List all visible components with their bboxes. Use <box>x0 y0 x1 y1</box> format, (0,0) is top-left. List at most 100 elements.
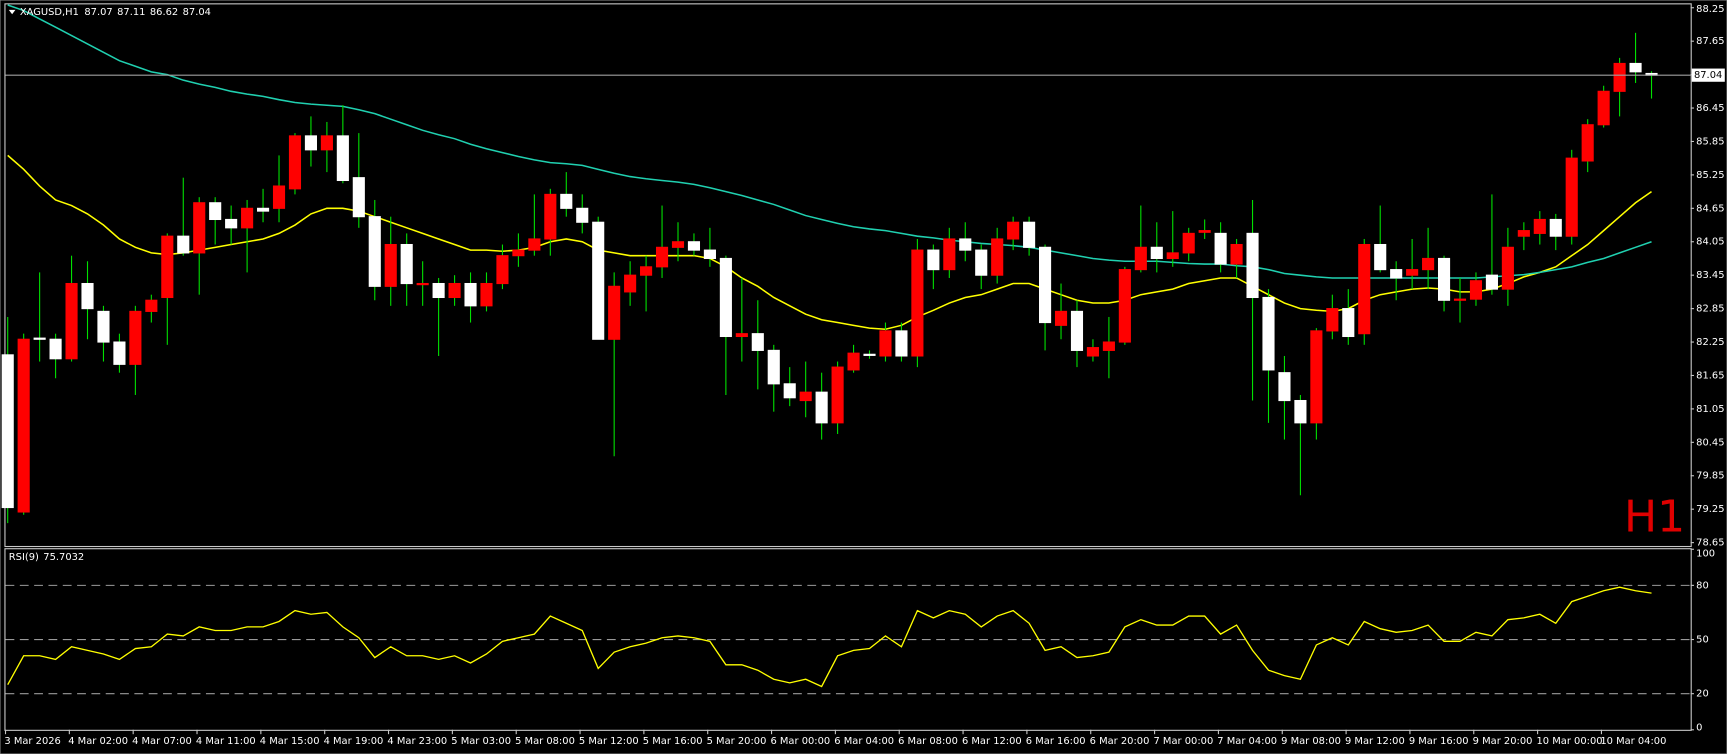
candle-body <box>1342 308 1355 338</box>
candle-body <box>225 218 238 229</box>
current-price-label: 87.04 <box>1694 70 1722 81</box>
header-open: 87.07 <box>84 7 112 18</box>
y-tick-label: 50 <box>1696 635 1709 646</box>
candle-body <box>799 391 812 402</box>
candle-body <box>1469 280 1483 300</box>
candle-body <box>608 285 621 340</box>
candle-body <box>352 177 365 218</box>
moving-average <box>7 154 1652 331</box>
x-tick-label: 4 Mar 19:00 <box>324 736 384 747</box>
candle-body <box>1613 62 1626 92</box>
candle-body <box>1086 347 1100 357</box>
x-tick-label: 6 Mar 20:00 <box>1090 736 1150 747</box>
candle-body <box>1437 257 1451 301</box>
candle-body <box>49 338 62 360</box>
y-tick-label: 81.65 <box>1696 370 1724 381</box>
candle-body <box>1023 221 1036 248</box>
candle-body <box>145 299 158 312</box>
candle-body <box>496 255 509 285</box>
collapse-arrow[interactable] <box>8 9 16 15</box>
x-tick-label: 7 Mar 04:00 <box>1217 736 1277 747</box>
candle-body <box>1198 230 1211 233</box>
candle-body <box>193 202 206 254</box>
candle-body <box>879 330 892 357</box>
timeframe-watermark: H1 <box>1624 492 1685 543</box>
candle-body <box>1070 310 1084 351</box>
candle-body <box>927 249 940 271</box>
current-price-box <box>1691 68 1725 82</box>
candle-body <box>1230 243 1243 265</box>
candle-body <box>1629 62 1642 73</box>
candle-body <box>640 266 653 276</box>
candle-body <box>480 282 493 307</box>
candle-body <box>1118 269 1131 343</box>
x-tick-label: 6 Mar 12:00 <box>962 736 1022 747</box>
y-tick-label: 85.25 <box>1696 170 1724 181</box>
candle-body <box>1150 246 1163 260</box>
x-tick-label: 5 Mar 16:00 <box>643 736 703 747</box>
x-tick-label: 4 Mar 23:00 <box>387 736 447 747</box>
candle-body <box>1054 310 1068 326</box>
y-tick-label: 80 <box>1696 580 1709 591</box>
candle-body <box>209 202 222 221</box>
x-tick-label: 6 Mar 04:00 <box>834 736 894 747</box>
candle-body <box>1549 218 1562 237</box>
candle-body <box>1102 341 1115 351</box>
candle-body <box>1326 308 1339 332</box>
plot-layer: 88.2587.6587.0586.4585.8585.2584.6584.05… <box>1 4 1725 747</box>
candle-body <box>1374 243 1387 271</box>
x-tick-label: 3 Mar 2026 <box>4 736 60 747</box>
price-header: XAGUSD,H1 87.07 87.11 86.62 87.04 <box>20 7 211 18</box>
y-tick-label: 80.45 <box>1696 437 1724 448</box>
y-tick-label: 83.45 <box>1696 270 1724 281</box>
x-tick-label: 9 Mar 16:00 <box>1409 736 1469 747</box>
candle-body <box>1485 274 1498 290</box>
header-close: 87.04 <box>183 7 211 18</box>
y-tick-label: 100 <box>1696 549 1715 560</box>
candle-body <box>272 185 286 209</box>
candle-body <box>464 282 477 307</box>
x-tick-label: 6 Mar 16:00 <box>1026 736 1086 747</box>
candle-body <box>943 238 956 271</box>
y-tick-label: 86.45 <box>1696 103 1724 114</box>
rsi-value: 75.7032 <box>43 552 84 563</box>
candle-body <box>257 207 270 212</box>
candle-body <box>177 235 190 254</box>
x-tick-label: 9 Mar 20:00 <box>1473 736 1533 747</box>
y-tick-label: 88.25 <box>1696 4 1724 15</box>
x-tick-label: 5 Mar 12:00 <box>579 736 639 747</box>
x-tick-label: 6 Mar 00:00 <box>770 736 830 747</box>
candle-body <box>975 249 988 276</box>
y-tick-label: 84.05 <box>1696 237 1724 248</box>
candle-body <box>767 349 780 385</box>
y-tick-label: 79.85 <box>1696 471 1724 482</box>
candle-body <box>33 337 46 340</box>
rsi-line <box>7 586 1652 688</box>
candle-body <box>17 338 30 513</box>
y-tick-label: 81.05 <box>1696 404 1724 415</box>
x-tick-label: 10 Mar 04:00 <box>1600 736 1666 747</box>
candle-body <box>400 243 413 285</box>
candle-body <box>1565 157 1578 237</box>
x-tick-label: 4 Mar 15:00 <box>260 736 320 747</box>
x-tick-label: 9 Mar 08:00 <box>1281 736 1341 747</box>
moving-average <box>7 4 1652 279</box>
header-high: 87.11 <box>117 7 145 18</box>
candle-body <box>847 352 860 371</box>
rsi-header: RSI(9) 75.7032 <box>9 552 84 563</box>
candle-body <box>1517 230 1530 237</box>
candle-body <box>1 354 14 509</box>
rsi-name: RSI(9) <box>9 552 39 563</box>
x-tick-label: 4 Mar 02:00 <box>68 736 128 747</box>
candle-body <box>1358 243 1371 335</box>
candle-body <box>1182 232 1195 254</box>
candle-body <box>815 391 828 424</box>
x-tick-label: 5 Mar 20:00 <box>707 736 767 747</box>
candle-body <box>895 330 908 357</box>
candle-body <box>241 207 254 229</box>
x-tick-label: 10 Mar 00:00 <box>1537 736 1603 747</box>
candle-body <box>1134 246 1147 271</box>
y-tick-label: 82.25 <box>1696 337 1724 348</box>
candle-body <box>288 135 302 190</box>
